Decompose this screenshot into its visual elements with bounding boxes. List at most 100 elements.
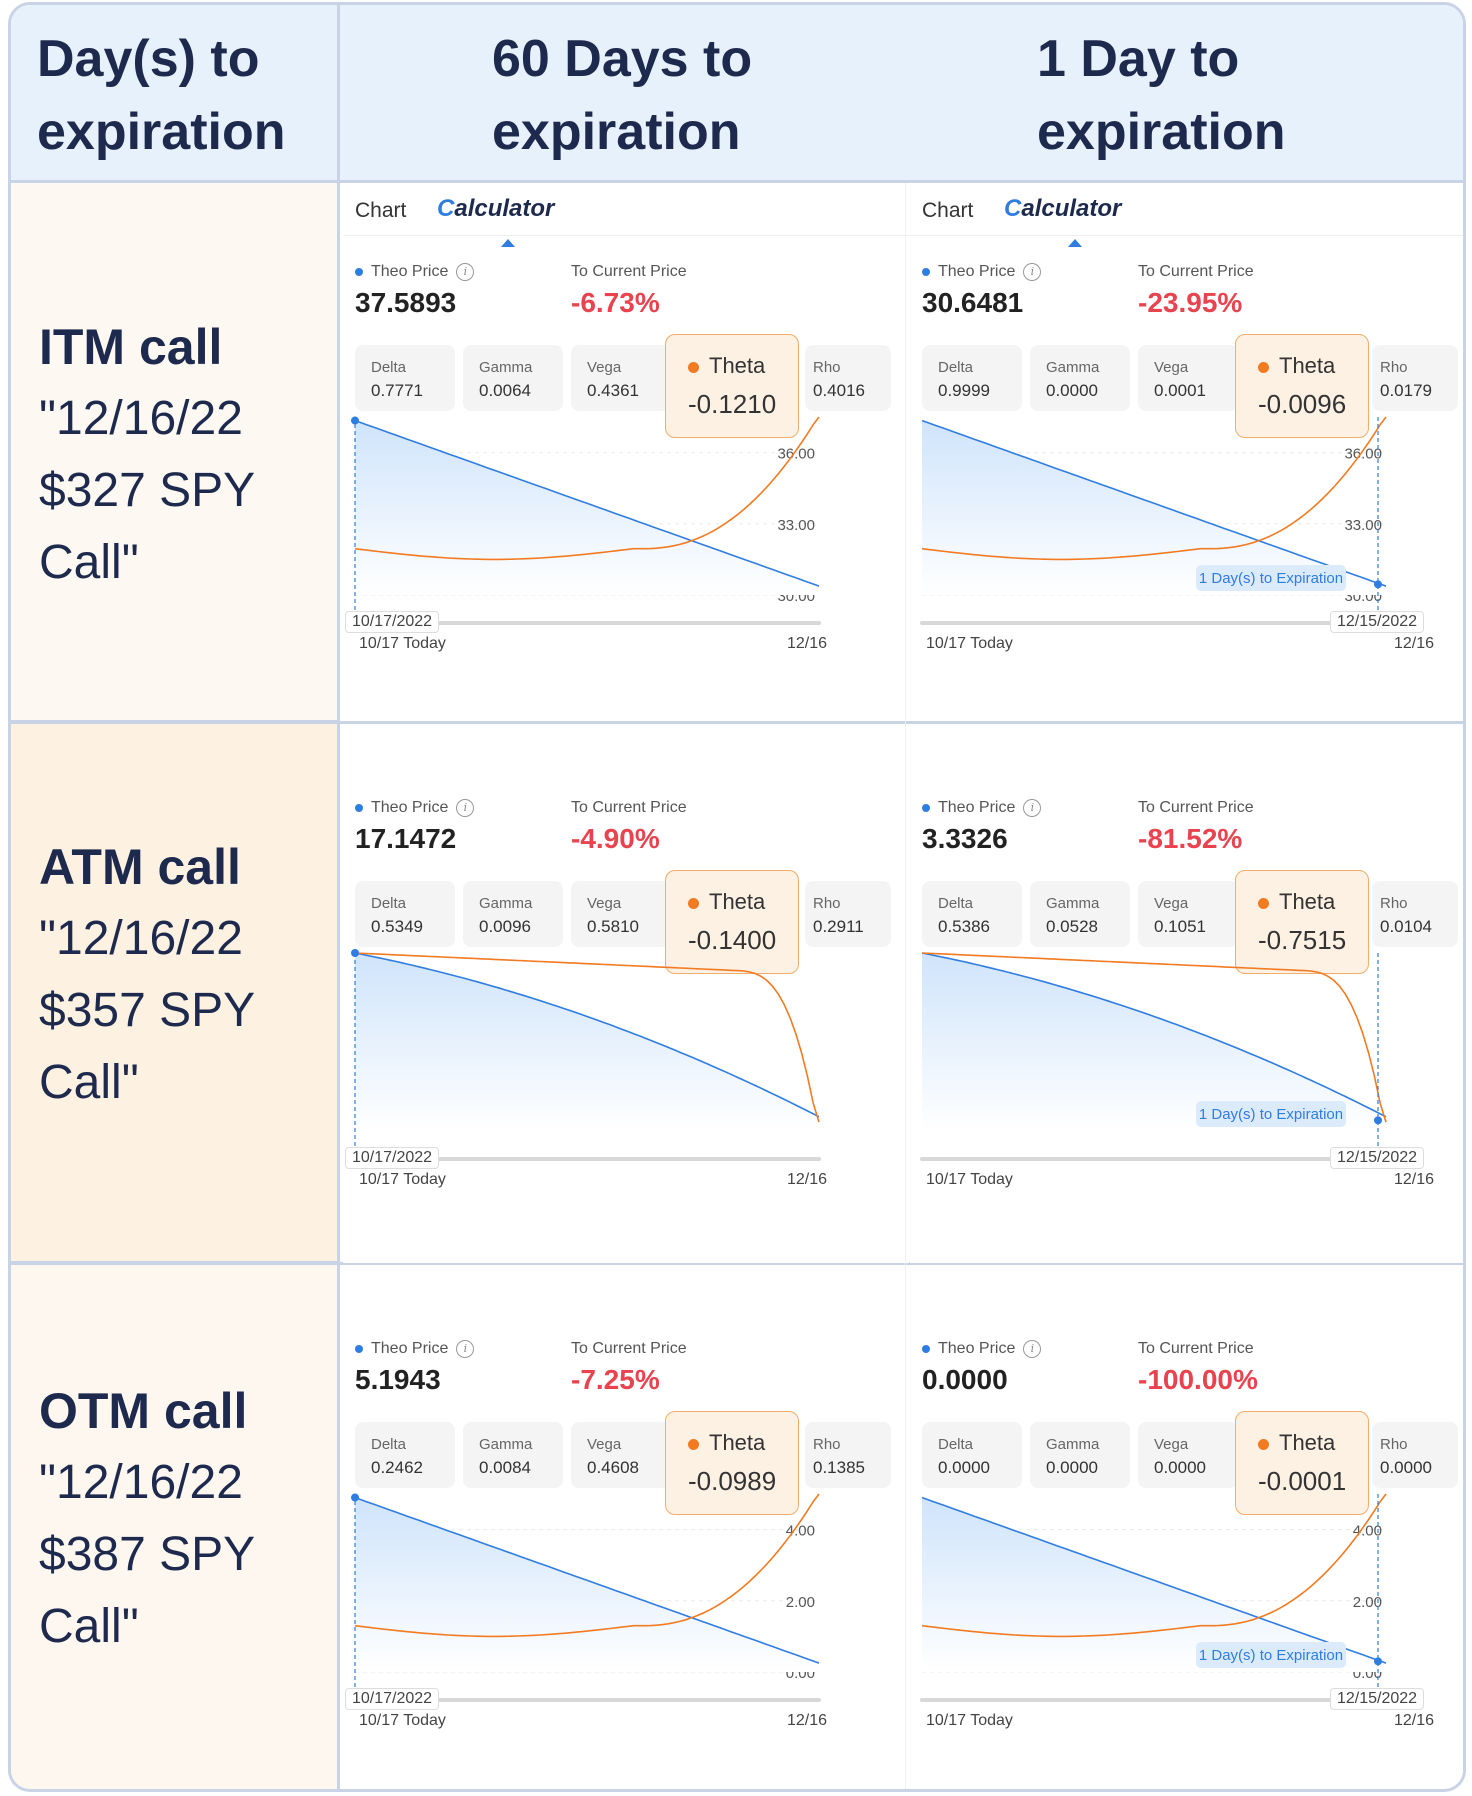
- rho-box: Rho 0.2911: [805, 881, 891, 947]
- timeline-start-label: 10/17 Today: [359, 635, 446, 652]
- cursor-date: 12/15/2022: [1330, 1147, 1425, 1169]
- row-sub: Call": [39, 1056, 139, 1109]
- expiry-tag: 1 Day(s) to Expiration: [1196, 565, 1346, 591]
- rho-box: Rho 0.4016: [805, 345, 891, 411]
- vega-value: 0.0000: [1154, 1458, 1206, 1477]
- theo-price-value: 17.1472: [355, 823, 457, 854]
- vega-box: Vega 0.1051: [1138, 881, 1238, 947]
- y-tick-label: 4.00: [1353, 1523, 1382, 1540]
- delta-box: Delta 0.5349: [355, 881, 455, 947]
- gamma-value: 0.0096: [479, 917, 531, 936]
- theo-price-area: [922, 1497, 1386, 1672]
- theta-highlight-box: Theta -0.0001: [1235, 1411, 1369, 1515]
- theta-line: [921, 1493, 1387, 1638]
- cursor-date: 12/15/2022: [1330, 1688, 1425, 1710]
- theo-legend-dot: [922, 1345, 930, 1353]
- tab-underline: [343, 235, 909, 236]
- gamma-box: Gamma 0.0096: [463, 881, 563, 947]
- delta-value: 0.9999: [938, 381, 990, 400]
- gamma-box: Gamma 0.0000: [1030, 1422, 1130, 1488]
- column-divider: [337, 5, 340, 1789]
- theo-price-area: [355, 1497, 819, 1672]
- rho-value: 0.0179: [1380, 381, 1432, 400]
- tab-chart[interactable]: Chart: [922, 199, 974, 222]
- info-icon[interactable]: i: [1023, 263, 1042, 281]
- theta-highlight-box: Theta -0.7515: [1235, 870, 1369, 974]
- tab-calculator[interactable]: Calculator: [1004, 195, 1121, 223]
- timeline-start-label: 10/17 Today: [359, 1171, 446, 1188]
- expiry-tag-text: 1 Day(s) to Expiration: [1199, 1647, 1343, 1664]
- calculator-panel: Theo Price i 0.0000 To Current Price -100.00…: [910, 1266, 1463, 1789]
- theta-label: Theta: [688, 889, 765, 915]
- theta-highlight-box: Theta -0.0096: [1235, 334, 1369, 438]
- theo-theta-chart: 4.002.000.001 Day(s) to Expiration: [920, 1493, 1388, 1710]
- theta-legend-dot: [688, 897, 699, 909]
- rho-label: Rho: [1380, 1436, 1408, 1453]
- vega-value: 0.0001: [1154, 381, 1206, 400]
- timeline-end-label: 12/16: [1394, 1171, 1435, 1188]
- cursor-point: [1374, 1116, 1382, 1125]
- theo-price-text: Theo Price: [371, 263, 449, 281]
- info-icon[interactable]: i: [456, 799, 475, 817]
- theo-price-line: [921, 1496, 1387, 1664]
- theta-text: Theta: [1279, 889, 1336, 914]
- row-label-otm: OTM call "12/16/22 $387 SPY Call": [11, 1264, 337, 1789]
- info-icon[interactable]: i: [456, 1340, 475, 1358]
- theta-text: Theta: [709, 353, 766, 378]
- theo-price-value: 0.0000: [922, 1364, 1008, 1395]
- info-icon[interactable]: i: [456, 263, 475, 281]
- info-icon[interactable]: i: [1023, 1340, 1042, 1358]
- info-icon[interactable]: i: [1023, 799, 1042, 817]
- comparison-table: Day(s) to expiration 60 Days to expirati…: [8, 2, 1466, 1792]
- rho-label: Rho: [813, 895, 841, 912]
- theo-price-text: Theo Price: [938, 1340, 1016, 1358]
- gamma-box: Gamma 0.0528: [1030, 881, 1130, 947]
- row-sub: "12/16/22: [39, 392, 243, 445]
- theo-legend-dot: [355, 268, 363, 276]
- theta-label: Theta: [688, 353, 765, 379]
- timeline-start-label: 10/17 Today: [359, 1712, 446, 1729]
- rho-value: 0.1385: [813, 1458, 865, 1477]
- delta-box: Delta 0.7771: [355, 345, 455, 411]
- theo-price-text: Theo Price: [938, 799, 1016, 817]
- theo-price-value: 5.1943: [355, 1364, 441, 1395]
- rho-value: 0.0104: [1380, 917, 1432, 936]
- tab-calculator[interactable]: Calculator: [437, 195, 554, 223]
- theo-price-area: [922, 420, 1386, 595]
- theo-price-value: 3.3326: [922, 823, 1008, 854]
- gamma-box: Gamma 0.0000: [1030, 345, 1130, 411]
- timeline-end-label: 12/16: [787, 1171, 828, 1188]
- cursor-point: [351, 949, 359, 957]
- row-sub: $357 SPY: [39, 984, 256, 1037]
- cursor-date: 10/17/2022: [345, 1147, 440, 1169]
- tab-chart[interactable]: Chart: [355, 199, 407, 222]
- to-current-price-label: To Current Price: [571, 263, 687, 280]
- vega-label: Vega: [587, 359, 622, 376]
- rho-value: 0.0000: [1380, 1458, 1432, 1477]
- theta-label: Theta: [1258, 889, 1335, 915]
- calc-initial: C: [437, 195, 455, 222]
- y-tick-label: 2.00: [1353, 1594, 1382, 1611]
- y-tick-label: 36.00: [777, 446, 815, 463]
- tab-underline: [910, 235, 1463, 236]
- theo-price-text: Theo Price: [371, 1340, 449, 1358]
- delta-label: Delta: [938, 895, 974, 912]
- gamma-value: 0.0528: [1046, 917, 1098, 936]
- y-tick-label: 4.00: [786, 1523, 815, 1540]
- rho-value: 0.4016: [813, 381, 865, 400]
- delta-value: 0.5386: [938, 917, 990, 936]
- vega-label: Vega: [587, 1436, 622, 1453]
- delta-box: Delta 0.2462: [355, 1422, 455, 1488]
- gamma-label: Gamma: [479, 895, 533, 912]
- delta-value: 0.5349: [371, 917, 423, 936]
- theta-line: [921, 416, 1387, 561]
- row-sub: $387 SPY: [39, 1528, 256, 1581]
- delta-label: Delta: [371, 1436, 407, 1453]
- row-label-atm: ATM call "12/16/22 $357 SPY Call": [11, 723, 337, 1264]
- theta-value: -0.1210: [688, 389, 777, 419]
- header-1-day: 1 Day to expiration: [1037, 30, 1286, 161]
- to-current-price-label: To Current Price: [571, 1340, 687, 1357]
- vega-box: Vega 0.4608: [571, 1422, 671, 1488]
- timeline-start-label: 10/17 Today: [926, 1171, 1013, 1188]
- delta-value: 0.0000: [938, 1458, 990, 1477]
